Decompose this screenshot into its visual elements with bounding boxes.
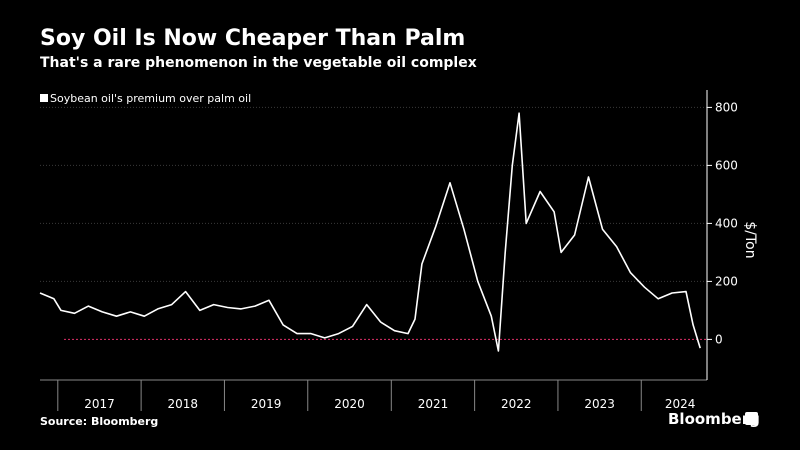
y-tick-label: 200 <box>715 274 738 288</box>
legend-label: Soybean oil's premium over palm oil <box>50 92 251 105</box>
axes <box>40 90 708 381</box>
series-line-0 <box>39 112 701 352</box>
x-tick-label: 2021 <box>418 397 449 411</box>
x-tick-label: 2018 <box>168 397 199 411</box>
x-tick-label: 2020 <box>334 397 365 411</box>
source-note: Source: Bloomberg <box>40 415 158 428</box>
brand-mark-icon <box>745 412 758 425</box>
y-axis-ticks: 0 200 400 600 800 <box>707 100 738 346</box>
chart-title: Soy Oil Is Now Cheaper Than Palm <box>40 26 465 51</box>
bloomberg-logo: Bloomberg <box>668 410 760 428</box>
x-tick-label: 2017 <box>84 397 115 411</box>
y-tick-label: 0 <box>715 332 723 346</box>
x-tick-label: 2019 <box>251 397 282 411</box>
y-tick-label: 600 <box>715 158 738 172</box>
legend: Soybean oil's premium over palm oil <box>40 92 251 105</box>
y-axis-label: $/Ton <box>742 221 758 258</box>
y-tick-label: 800 <box>715 100 738 114</box>
x-axis-ticks: 2017 2018 2019 2020 2021 2022 2023 2024 <box>57 380 696 411</box>
gridlines <box>40 106 707 282</box>
series-lines <box>39 112 701 352</box>
y-tick-label: 400 <box>715 216 738 230</box>
x-tick-label: 2024 <box>665 397 696 411</box>
legend-swatch <box>40 94 48 102</box>
brand-text: Bloomberg <box>668 410 760 428</box>
chart-subtitle: That's a rare phenomenon in the vegetabl… <box>40 55 477 71</box>
x-tick-label: 2022 <box>501 397 532 411</box>
x-tick-label: 2023 <box>584 397 615 411</box>
